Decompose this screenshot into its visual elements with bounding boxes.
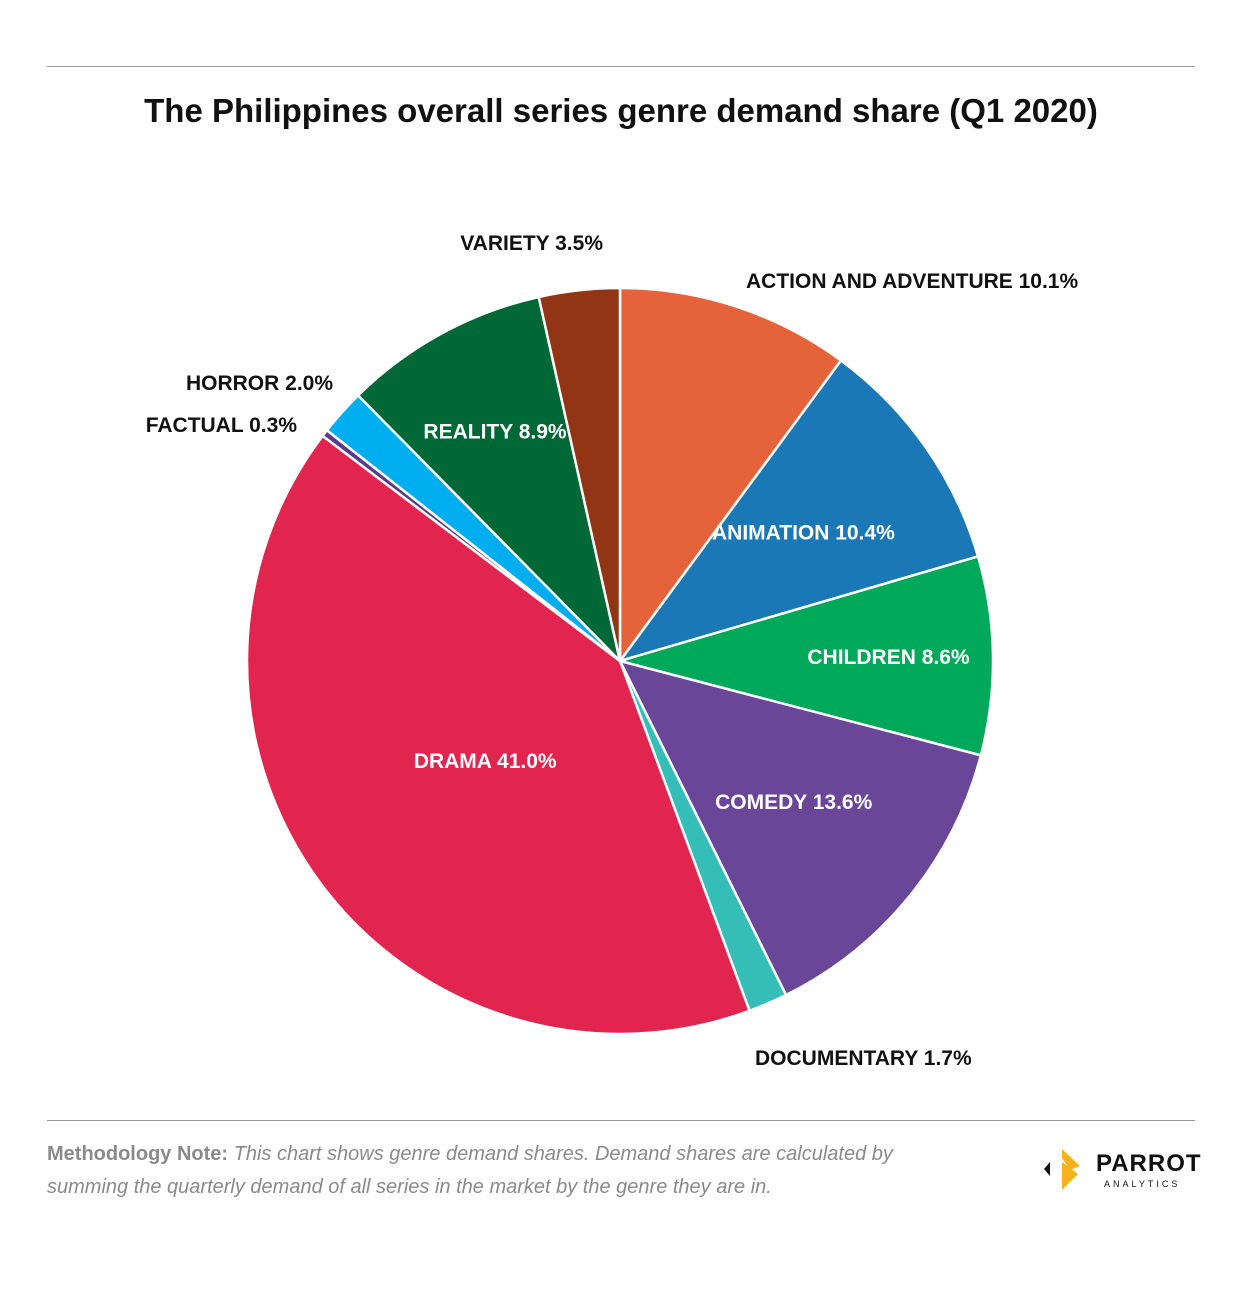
top-divider [47, 66, 1195, 67]
parrot-logo-icon [1044, 1149, 1080, 1190]
pie-slice-drama [245, 434, 751, 1036]
slice-label-variety: VARIETY 3.5% [460, 232, 603, 255]
slice-label-comedy: COMEDY 13.6% [715, 791, 872, 814]
logo-subtitle: ANALYTICS [1104, 1179, 1181, 1189]
pie-slice-comedy [618, 659, 983, 997]
pie-slice-children [618, 555, 995, 757]
logo-wordmark: PARROT [1096, 1150, 1202, 1177]
pie-slice-action-and-adventure [618, 286, 843, 663]
methodology-note-lead: Methodology Note: [47, 1143, 229, 1165]
slice-label-drama: DRAMA 41.0% [414, 750, 557, 773]
chart-title: The Philippines overall series genre dem… [144, 92, 1098, 129]
pie-slices [245, 286, 995, 1036]
pie-slice-animation [618, 359, 980, 663]
slice-label-factual: FACTUAL 0.3% [146, 414, 298, 437]
parrot-analytics-logo: PARROT ANALYTICS [1040, 1144, 1202, 1194]
methodology-note: Methodology Note: This chart shows genre… [47, 1138, 947, 1204]
slice-label-action-and-adventure: ACTION AND ADVENTURE 10.1% [746, 270, 1078, 293]
slice-label-animation: ANIMATION 10.4% [712, 522, 895, 545]
pie-slice-variety [537, 286, 622, 663]
slice-label-children: CHILDREN 8.6% [807, 646, 970, 669]
bottom-divider [47, 1120, 1195, 1121]
pie-chart: ACTION AND ADVENTURE 10.1% ANIMATION 10.4… [146, 232, 1079, 1070]
slice-label-documentary: DOCUMENTARY 1.7% [755, 1047, 972, 1070]
slice-label-horror: HORROR 2.0% [186, 372, 333, 395]
pie-labels: ACTION AND ADVENTURE 10.1% ANIMATION 10.4… [146, 232, 1079, 1070]
pie-slice-reality [356, 295, 622, 663]
slice-label-reality: REALITY 8.9% [423, 421, 566, 444]
methodology-note-body: This chart shows genre demand shares. De… [47, 1143, 893, 1198]
